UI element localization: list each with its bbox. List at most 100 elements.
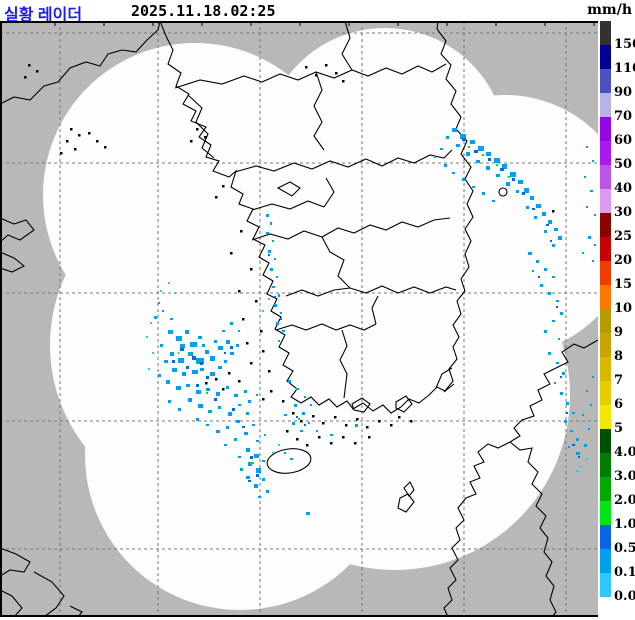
legend-tick-label: 25	[614, 229, 633, 244]
precip-echo	[214, 340, 217, 343]
precip-echo	[460, 134, 466, 139]
observation-datetime: 2025.11.18.02:25	[131, 2, 276, 20]
legend-tick-label: 7	[614, 373, 624, 388]
precip-echo	[550, 240, 552, 242]
precip-echo	[176, 336, 182, 341]
precip-echo	[254, 454, 259, 458]
island-dot	[335, 72, 338, 75]
precip-echo	[230, 352, 234, 355]
precip-echo	[516, 190, 519, 193]
precip-echo	[590, 190, 593, 192]
precip-echo	[272, 452, 274, 454]
island-dot	[240, 230, 243, 233]
coastline	[395, 395, 413, 413]
precip-echo	[510, 172, 516, 177]
legend-color-segment	[600, 141, 611, 165]
precip-echo	[588, 428, 590, 430]
precip-echo	[462, 178, 465, 181]
precip-echo	[174, 292, 176, 294]
coastline	[509, 339, 598, 443]
precip-echo	[270, 268, 273, 271]
legend-color-segment	[600, 405, 611, 429]
legend-tick-label: 15	[614, 277, 633, 292]
precip-echo	[330, 434, 333, 436]
island-dot	[305, 66, 308, 69]
island-dot	[292, 412, 295, 415]
precip-echo	[280, 318, 282, 320]
precip-echo	[250, 456, 253, 459]
precip-echo	[216, 430, 220, 433]
coastline	[313, 71, 325, 151]
precip-echo	[186, 384, 190, 387]
precip-echo	[492, 200, 495, 202]
precip-echo	[308, 422, 310, 424]
legend-tick-label: 30	[614, 205, 633, 220]
precip-echo	[206, 392, 208, 394]
precip-echo	[196, 362, 198, 364]
island-dot	[250, 362, 253, 365]
island-dot	[260, 330, 263, 333]
precip-echo	[456, 144, 460, 147]
island-dot	[342, 80, 345, 83]
precip-echo	[355, 424, 358, 427]
legend-color-segment	[600, 285, 611, 309]
precip-echo	[146, 336, 148, 338]
island-dot	[104, 146, 107, 149]
precip-echo	[582, 414, 584, 416]
legend-color-segment	[600, 333, 611, 357]
island-dot	[70, 128, 73, 131]
island-dot	[390, 424, 393, 427]
precip-echo	[524, 188, 529, 193]
precip-echo	[185, 330, 189, 334]
precip-echo	[452, 172, 455, 174]
precip-echo	[586, 390, 588, 392]
precip-echo	[566, 402, 569, 405]
island-dot	[325, 64, 328, 67]
precip-echo	[246, 476, 250, 479]
precip-echo	[218, 406, 221, 409]
legend-tick-label: 0.0	[614, 589, 635, 604]
precip-echo	[168, 330, 173, 334]
legend-color-segment	[600, 501, 611, 525]
precip-echo	[188, 398, 192, 402]
precip-echo	[468, 146, 470, 148]
precip-echo	[246, 448, 250, 452]
precip-echo	[552, 276, 555, 278]
precip-echo	[196, 418, 199, 421]
legend-color-segment	[600, 453, 611, 477]
precip-echo	[304, 396, 306, 398]
precip-echo	[554, 228, 558, 231]
legend-tick-label: 5	[614, 421, 624, 436]
precip-echo	[272, 240, 274, 242]
legend-color-segment	[600, 381, 611, 405]
legend-tick-label: 20	[614, 253, 633, 268]
precip-echo	[276, 276, 278, 278]
island-dot	[315, 74, 318, 77]
legend-color-segment	[600, 45, 611, 69]
legend-tick-label: 0.1	[614, 565, 635, 580]
precip-echo	[552, 320, 555, 322]
precip-echo	[544, 230, 547, 233]
precip-echo	[246, 412, 249, 415]
legend-color-segment	[600, 189, 611, 213]
map-layers	[0, 21, 598, 617]
island-dot	[262, 350, 265, 353]
legend-color-segment	[600, 357, 611, 381]
precip-echo	[444, 164, 447, 167]
coastline	[174, 63, 447, 89]
island-dot	[190, 140, 193, 143]
precip-echo	[248, 462, 252, 466]
precip-echo	[506, 182, 510, 186]
precip-echo	[476, 160, 480, 163]
legend-tick-label: 10	[614, 301, 633, 316]
precip-echo	[556, 300, 559, 302]
precip-echo	[152, 352, 154, 354]
precip-echo	[474, 150, 478, 153]
island-dot	[306, 444, 309, 447]
legend-tick-label: 0.5	[614, 541, 635, 556]
precip-echo	[482, 154, 484, 156]
precip-echo	[560, 392, 563, 395]
island-dot	[222, 388, 225, 391]
